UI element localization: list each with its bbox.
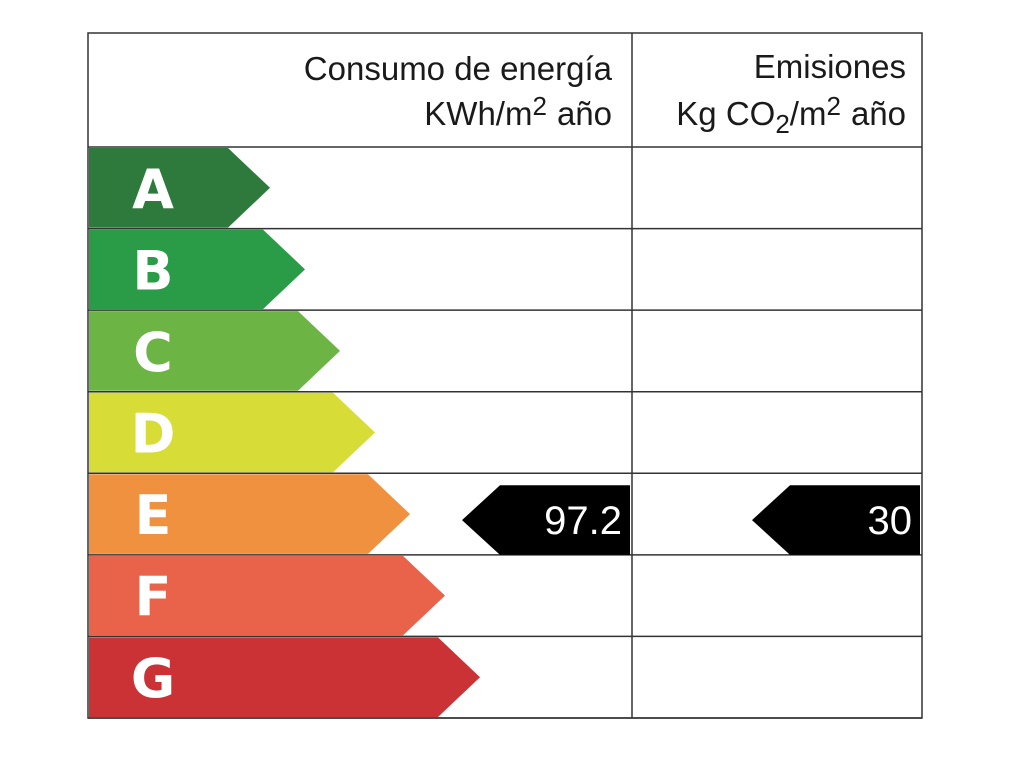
rating-arrow — [89, 311, 340, 391]
rating-arrow — [89, 474, 410, 554]
unit-part: KWh/m — [424, 95, 532, 132]
rating-letter: C — [133, 321, 173, 384]
unit-part: Kg CO — [676, 95, 775, 132]
rating-arrow — [89, 392, 375, 473]
consumption-unit: KWh/m2 año — [424, 91, 612, 132]
rating-arrow — [89, 637, 480, 717]
rating-arrow — [89, 555, 445, 636]
unit-part: año — [851, 95, 906, 132]
emissions-title: Emisiones — [754, 48, 906, 85]
unit-part: /m — [790, 95, 827, 132]
value-text: 30 — [868, 499, 913, 543]
rating-letter: B — [132, 239, 173, 302]
rating-letter: A — [132, 158, 174, 221]
unit-superscript: 2 — [826, 91, 840, 121]
rating-letter: G — [131, 647, 175, 710]
consumption-title: Consumo de energía — [304, 50, 613, 87]
value-text: 97.2 — [544, 499, 622, 543]
rating-letter: E — [135, 484, 172, 547]
rating-letter: F — [135, 566, 172, 629]
rating-arrow — [89, 229, 305, 310]
unit-subscript: 2 — [775, 109, 789, 139]
emissions-unit: Kg CO2/m2 año — [676, 91, 906, 139]
value-marker — [752, 485, 920, 555]
value-marker — [462, 485, 630, 555]
rating-letter: D — [131, 403, 176, 466]
unit-part: año — [557, 95, 612, 132]
rating-arrow — [89, 148, 270, 228]
unit-superscript: 2 — [532, 91, 546, 121]
